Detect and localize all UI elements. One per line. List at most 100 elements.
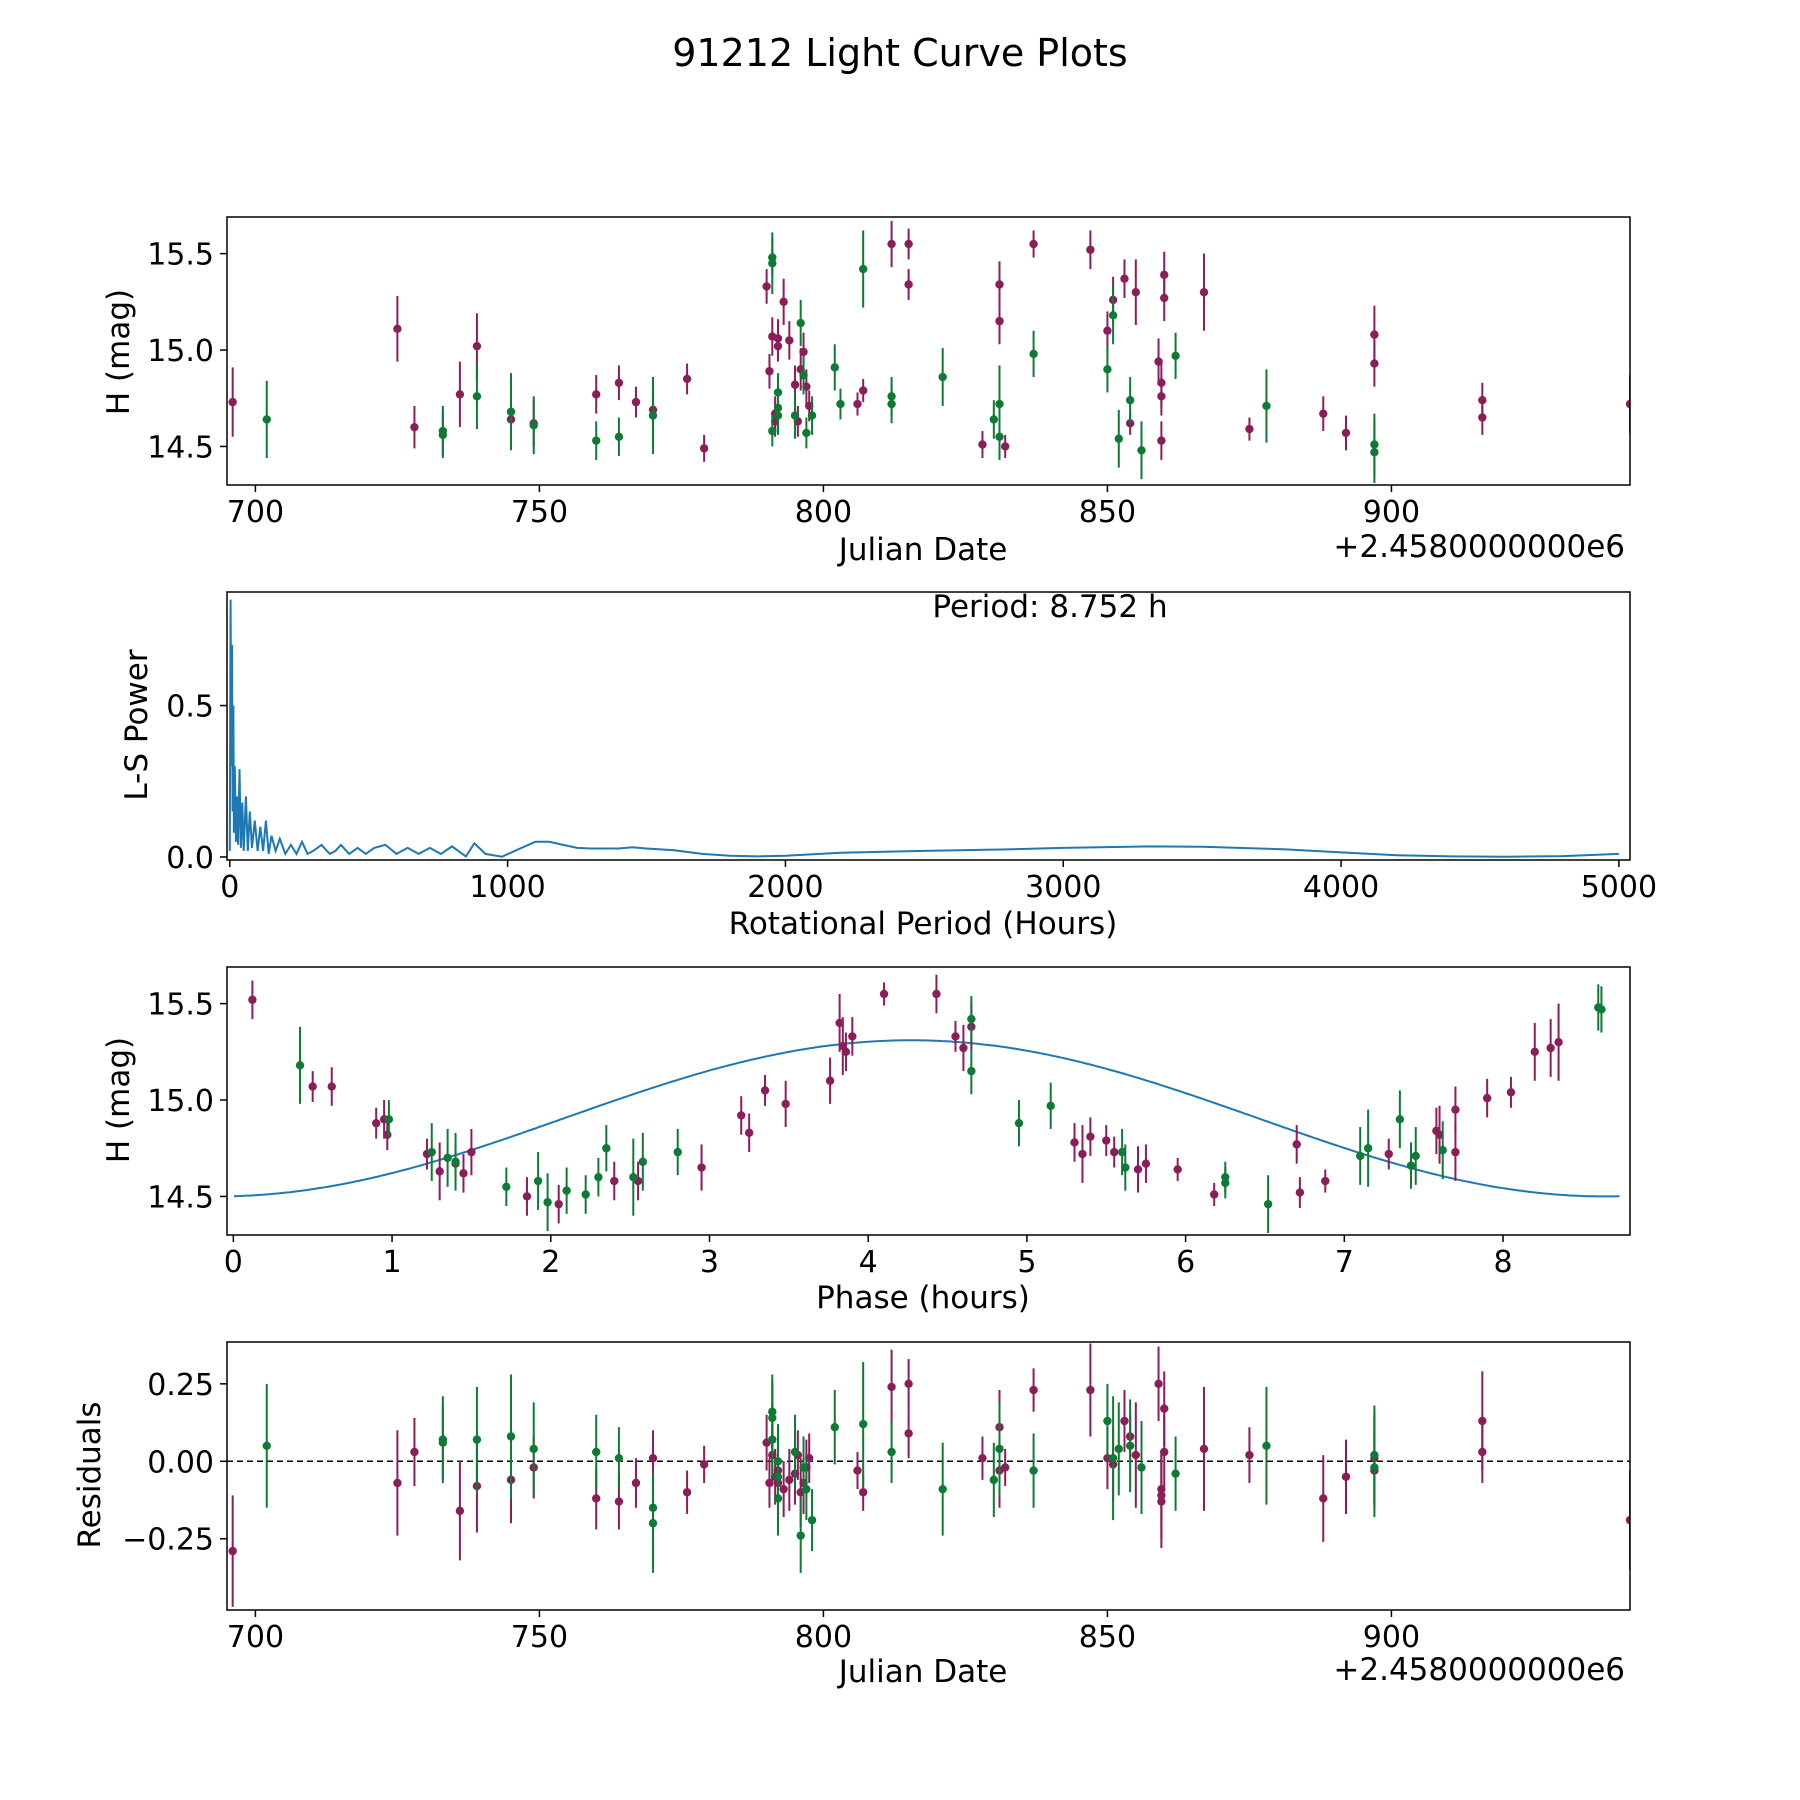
data-point (1438, 1145, 1447, 1155)
data-point (1108, 1453, 1118, 1463)
data-point (1262, 401, 1271, 411)
data-point (1103, 326, 1112, 335)
data-point (629, 1172, 638, 1182)
data-point (638, 1157, 648, 1166)
phase_fold-xtick-label: 5 (1017, 1245, 1036, 1280)
data-point (853, 399, 862, 409)
data-point (1262, 1441, 1271, 1450)
data-point (807, 1515, 817, 1525)
data-point (1451, 1147, 1460, 1157)
residuals-xlabel: Julian Date (837, 1654, 1008, 1690)
data-point (1173, 1165, 1182, 1174)
light_curve-xtick-label: 800 (795, 495, 852, 530)
phase_fold-ytick-label: 14.5 (147, 1180, 214, 1215)
data-point (825, 1076, 835, 1085)
data-point (502, 1182, 511, 1191)
data-point (592, 390, 601, 399)
periodogram-xlabel: Rotational Period (Hours) (729, 906, 1118, 942)
data-point (785, 336, 794, 345)
data-point (737, 1111, 746, 1120)
data-point (467, 1147, 476, 1157)
data-point (835, 1018, 844, 1028)
residuals-ytick-label: 0.25 (147, 1368, 214, 1403)
data-point (1160, 1404, 1169, 1413)
data-point (427, 1147, 436, 1157)
phase_fold-xtick-label: 8 (1493, 1245, 1512, 1280)
data-point (1478, 1447, 1487, 1457)
data-point (1125, 1441, 1135, 1450)
residuals-xtick-label: 800 (795, 1620, 852, 1655)
data-point (1086, 1132, 1095, 1141)
data-point (978, 440, 987, 449)
data-point (1102, 1136, 1111, 1145)
data-point (1029, 239, 1038, 249)
data-point (1108, 311, 1118, 320)
phase_fold-xtick-label: 4 (859, 1245, 878, 1280)
data-point (1070, 1138, 1079, 1147)
data-point (1355, 1151, 1365, 1161)
data-point (1154, 1379, 1163, 1389)
data-point (614, 378, 624, 388)
data-point (327, 1082, 336, 1091)
data-point (1245, 424, 1254, 434)
data-point (1171, 1469, 1180, 1478)
data-point (472, 341, 482, 351)
data-point (1014, 1118, 1024, 1128)
data-point (1295, 1188, 1305, 1197)
data-point (1263, 1199, 1273, 1209)
data-point (841, 1047, 851, 1057)
light-curve-panel: Julian Date H (mag) +2.4580000000e6 700 7… (101, 216, 1631, 568)
data-point (773, 411, 783, 420)
data-point (904, 239, 913, 249)
periodogram-data (228, 599, 1619, 858)
data-point (830, 1423, 839, 1432)
periodogram-ylabel: L-S Power (119, 649, 155, 800)
data-point (393, 324, 402, 334)
residuals-ytick-label: −0.25 (122, 1523, 214, 1558)
residuals-frame (226, 1341, 1631, 1611)
data-point (459, 1169, 468, 1178)
phase_fold-xtick-label: 7 (1335, 1245, 1354, 1280)
data-point (1435, 1130, 1444, 1139)
light_curve-xtick-label: 700 (227, 495, 284, 530)
data-point (762, 282, 771, 291)
data-point (529, 1444, 538, 1454)
data-point (1625, 1515, 1630, 1525)
phase_fold-xtick-label: 2 (541, 1245, 560, 1280)
data-point (554, 1199, 563, 1209)
data-point (1245, 1450, 1254, 1460)
data-point (1171, 351, 1180, 361)
data-point (760, 1086, 770, 1095)
data-point (648, 1453, 658, 1463)
data-point (802, 1484, 811, 1494)
data-point (781, 1099, 790, 1109)
light_curve-xtick-label: 900 (1363, 495, 1420, 530)
data-point (592, 1447, 601, 1457)
data-point (295, 1061, 305, 1070)
data-point (455, 390, 465, 399)
data-point (1131, 1450, 1141, 1460)
data-point (830, 363, 839, 372)
data-point (455, 1506, 465, 1516)
data-point (1103, 365, 1112, 374)
periodogram-line (228, 599, 1619, 858)
data-point (699, 444, 709, 453)
data-point (1370, 330, 1379, 339)
data-point (1341, 1472, 1351, 1481)
data-point (581, 1190, 590, 1199)
data-point (1086, 1385, 1095, 1395)
data-point (790, 411, 800, 420)
residuals-xtick-label: 700 (227, 1620, 284, 1655)
residuals-data (227, 1343, 1630, 1607)
data-point (1530, 1047, 1539, 1057)
phase_fold-ytick-label: 15.5 (147, 988, 214, 1023)
data-point (1292, 1140, 1301, 1149)
data-point (967, 1066, 976, 1076)
data-point (562, 1186, 571, 1195)
data-point (790, 1447, 800, 1457)
data-point (631, 1478, 641, 1488)
data-point (858, 1419, 868, 1429)
data-point (858, 264, 868, 274)
data-point (773, 341, 783, 351)
periodogram-xtick-label: 1000 (469, 870, 545, 905)
